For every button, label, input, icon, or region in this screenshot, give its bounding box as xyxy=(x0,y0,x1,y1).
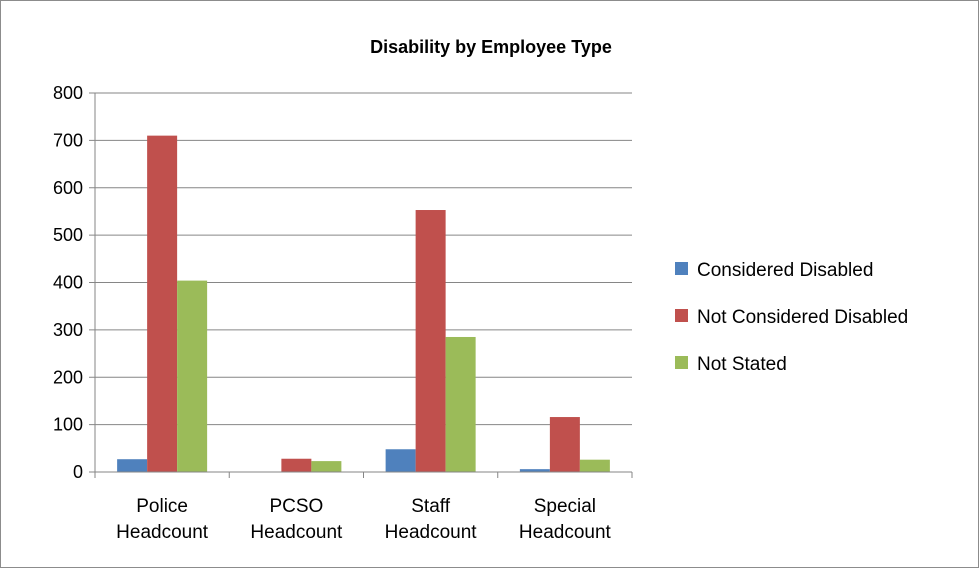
bar-not-considered-disabled xyxy=(549,417,580,472)
legend-swatch xyxy=(675,356,688,369)
legend-swatch xyxy=(675,262,688,275)
bar-considered-disabled xyxy=(117,459,148,472)
legend-swatch xyxy=(675,309,688,322)
x-category-label: Police xyxy=(136,496,188,517)
y-tick-label: 0 xyxy=(73,462,83,482)
legend: Considered Disabled Not Considered Disabl… xyxy=(675,260,908,375)
bar-considered-disabled xyxy=(519,469,550,472)
bars xyxy=(117,135,610,473)
legend-label: Not Considered Disabled xyxy=(697,307,908,328)
x-category-label: Headcount xyxy=(116,522,209,543)
x-category-label: Headcount xyxy=(519,522,612,543)
x-category-label: Special xyxy=(534,496,596,517)
bar-not-considered-disabled xyxy=(147,135,178,472)
y-tick-label: 300 xyxy=(53,320,83,340)
bar-not-considered-disabled xyxy=(415,210,446,473)
bar-not-stated xyxy=(177,280,208,472)
y-tick-label: 700 xyxy=(53,130,83,150)
legend-label: Not Stated xyxy=(697,354,787,375)
x-axis: Police Headcount PCSO Headcount Staff Headcou… xyxy=(94,471,633,543)
bar-considered-disabled xyxy=(385,449,416,472)
bar-not-considered-disabled xyxy=(281,458,312,472)
x-category-label: PCSO xyxy=(269,496,323,517)
y-tick-label: 400 xyxy=(53,273,83,293)
y-axis: 0 100 200 300 400 500 600 700 800 xyxy=(53,83,96,482)
x-category-label: Staff xyxy=(411,496,450,517)
legend-label: Considered Disabled xyxy=(697,260,873,281)
chart-title: Disability by Employee Type xyxy=(370,37,612,57)
bar-not-stated xyxy=(579,459,610,472)
x-category-label: Headcount xyxy=(385,522,478,543)
y-tick-label: 800 xyxy=(53,83,83,103)
bar-not-stated xyxy=(311,461,342,472)
bar-not-stated xyxy=(445,336,476,472)
x-category-label: Headcount xyxy=(250,522,343,543)
y-tick-label: 500 xyxy=(53,225,83,245)
y-tick-label: 600 xyxy=(53,178,83,198)
y-tick-label: 200 xyxy=(53,367,83,387)
y-tick-label: 100 xyxy=(53,415,83,435)
